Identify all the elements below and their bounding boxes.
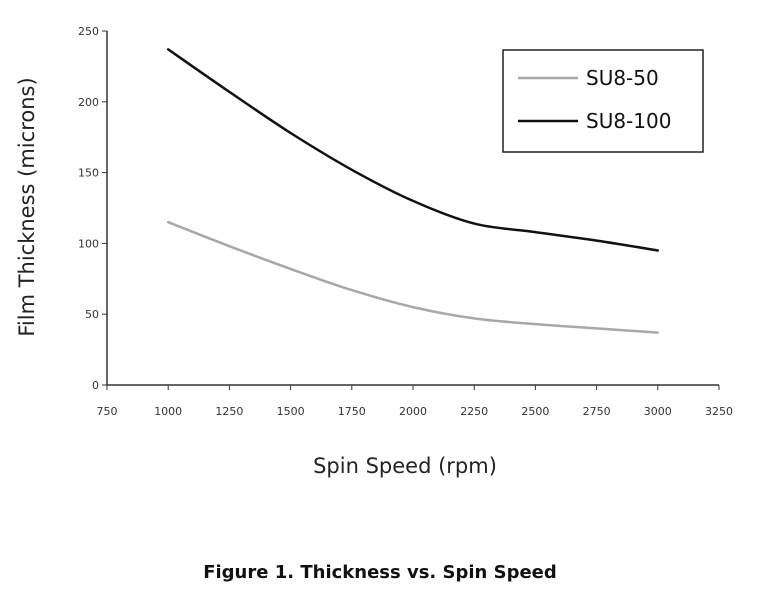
x-tick-label: 2750 — [583, 405, 611, 418]
x-tick-label: 750 — [97, 405, 118, 418]
y-tick-label: 200 — [78, 96, 99, 109]
figure-caption: Figure 1. Thickness vs. Spin Speed — [203, 562, 557, 583]
line-chart: 750 1000 1250 1500 1750 2000 2250 2500 2750 3000 3… — [15, 25, 733, 478]
x-tick-label: 1250 — [215, 405, 243, 418]
x-tick-label: 3250 — [705, 405, 733, 418]
x-tick-label: 2000 — [399, 405, 427, 418]
y-tick-label: 250 — [78, 25, 99, 38]
y-axis-title: Film Thickness (microns) — [15, 77, 39, 336]
legend-box — [502, 49, 704, 153]
y-tick-label: 0 — [92, 379, 99, 392]
series-line-su8-50 — [166, 220, 660, 334]
plot-area: 750 1000 1250 1500 1750 2000 2250 2500 2750 3000 3… — [78, 25, 733, 418]
legend: SU8-50 SU8-100 — [502, 49, 704, 153]
x-tick-label: 2250 — [460, 405, 488, 418]
x-tick-label: 2500 — [521, 405, 549, 418]
x-tick-label: 1000 — [154, 405, 182, 418]
legend-label-su8-100: SU8-100 — [586, 109, 671, 133]
legend-label-su8-50: SU8-50 — [586, 66, 659, 90]
y-tick-label: 50 — [85, 308, 99, 321]
series-line-su8-100 — [166, 48, 660, 252]
y-tick-label: 100 — [78, 237, 99, 250]
y-tick-label: 150 — [78, 167, 99, 180]
x-tick-label: 1750 — [338, 405, 366, 418]
x-tick-label: 1500 — [277, 405, 305, 418]
x-axis-title: Spin Speed (rpm) — [313, 454, 497, 478]
x-tick-label: 3000 — [644, 405, 672, 418]
